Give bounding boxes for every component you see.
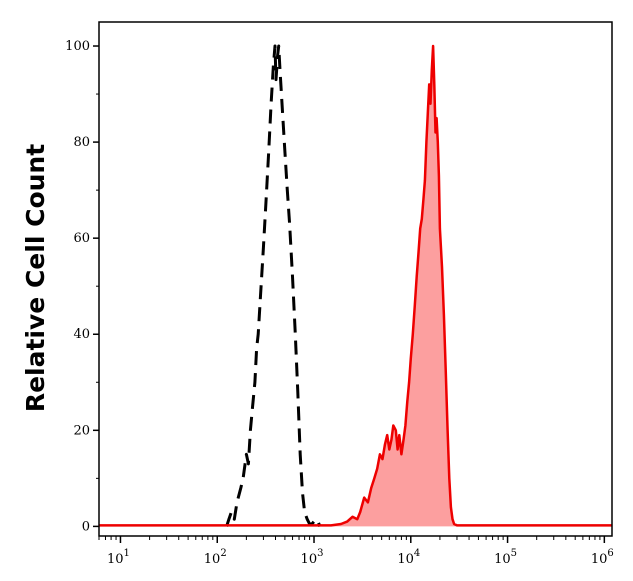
x-tick-label: 103 — [301, 548, 324, 567]
x-tick-base: 10 — [591, 552, 608, 567]
plot-frame — [98, 21, 613, 537]
y-tick-label: 20 — [73, 423, 90, 438]
series-0-line — [225, 44, 322, 527]
x-tick-base: 10 — [494, 552, 511, 567]
x-tick-exponent: 4 — [414, 548, 420, 559]
x-tick-label: 101 — [107, 548, 130, 567]
x-tick-label: 102 — [204, 548, 227, 567]
x-tick-exponent: 5 — [511, 548, 517, 559]
x-tick-exponent: 2 — [220, 548, 226, 559]
x-tick-label: 105 — [494, 548, 517, 567]
y-axis-title: Relative Cell Count — [21, 144, 50, 412]
x-tick-exponent: 3 — [317, 548, 323, 559]
x-tick-label: 104 — [397, 548, 420, 567]
y-tick-label: 0 — [82, 519, 90, 534]
x-tick-base: 10 — [107, 552, 124, 567]
x-tick-base: 10 — [204, 552, 221, 567]
series-1-line — [99, 44, 612, 527]
y-tick-label: 60 — [73, 231, 90, 246]
y-tick-label: 80 — [73, 135, 90, 150]
y-tick-label: 100 — [65, 39, 90, 54]
x-tick-label: 106 — [591, 548, 614, 567]
x-tick-exponent: 1 — [124, 548, 130, 559]
x-tick-base: 10 — [397, 552, 414, 567]
y-tick-label: 40 — [73, 327, 90, 342]
x-tick-base: 10 — [301, 552, 318, 567]
x-tick-exponent: 6 — [607, 548, 613, 559]
series-1-area — [99, 46, 612, 527]
